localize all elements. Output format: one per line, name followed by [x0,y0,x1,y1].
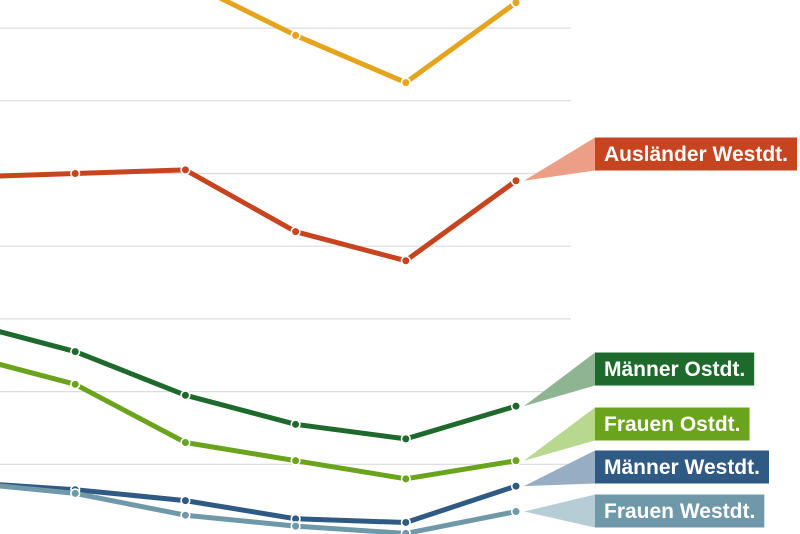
series-line [0,483,519,534]
data-point [290,30,301,41]
data-point [510,481,522,492]
data-point [180,437,191,448]
series-line [218,0,519,86]
data-point [510,506,522,517]
label-connector [524,494,595,528]
label-box [595,407,750,441]
label-connector [524,407,595,461]
series-label: Frauen Westdt. [524,494,765,528]
series-line [0,329,519,442]
data-point [70,346,81,357]
label-connector [524,137,595,181]
label-box [595,494,765,528]
series-labels: Ausländer Westdt. Männer Ostdt. Frauen Ost… [524,137,797,528]
series-name-label: Männer Ostdt. [604,358,745,381]
data-point [180,164,191,175]
series-name-label: Frauen Ostdt. [604,413,741,436]
data-point [180,510,191,521]
label-box [595,352,755,386]
series-lines [0,0,522,534]
data-point [180,390,191,401]
series-name-label: Ausländer Westdt. [604,143,788,166]
data-point [70,168,81,179]
data-point [510,455,522,466]
label-box [595,137,797,171]
data-point [400,77,411,88]
data-point [400,433,411,444]
data-point [290,455,301,466]
series-label: Männer Westdt. [524,450,769,487]
data-point [400,255,411,266]
label-box [595,450,769,484]
data-point [70,379,81,390]
series-name-label: Frauen Westdt. [604,500,755,523]
data-point [400,528,411,534]
data-point [400,473,411,484]
data-point [510,0,522,8]
series-label: Frauen Ostdt. [524,407,750,461]
data-point [510,175,522,186]
data-point [290,520,301,532]
data-point [290,419,301,430]
data-point [510,401,522,412]
series-label: Männer Ostdt. [524,352,755,407]
series-line [0,482,519,525]
data-point [400,517,411,528]
series-name-label: Männer Westdt. [604,456,760,479]
label-connector [524,450,595,487]
label-connector [524,352,595,407]
data-point [180,495,191,506]
series-line [0,167,519,264]
data-point [70,488,81,499]
data-point [290,226,301,237]
series-line [0,361,519,482]
series-label: Ausländer Westdt. [524,137,797,181]
